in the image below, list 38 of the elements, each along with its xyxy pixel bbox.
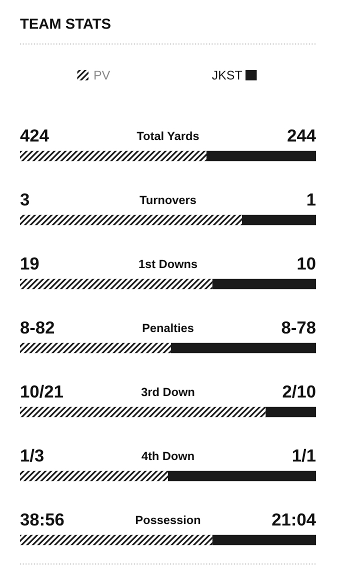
bar [20, 470, 168, 482]
y-tick-label: Turnovers [140, 196, 196, 204]
annotation: 8-82 [20, 321, 54, 334]
bar [20, 278, 212, 290]
bar [20, 534, 212, 546]
annotation: 1/3 [21, 448, 44, 462]
bar [212, 278, 316, 290]
bar [20, 406, 266, 418]
bar [170, 342, 316, 354]
bar [212, 534, 316, 546]
annotation: 19 [21, 257, 39, 270]
annotation: 2/10 [282, 384, 316, 398]
annotation: 244 [288, 129, 316, 142]
annotation: 10/21 [21, 384, 63, 398]
chart-title: TEAM STATS [20, 18, 110, 29]
bar [242, 214, 316, 226]
bar [168, 470, 316, 482]
bar [20, 342, 171, 354]
y-tick-label: 1st Downs [139, 260, 198, 268]
bar [20, 214, 242, 226]
annotation: 3 [20, 193, 30, 206]
annotation: 1/1 [292, 448, 316, 462]
legend-label: PV [94, 70, 110, 80]
bar [20, 150, 206, 162]
annotation: 38:56 [20, 513, 64, 526]
y-tick-label: Penalties [142, 323, 194, 332]
annotation: 1 [307, 194, 316, 206]
annotation: 424 [20, 129, 49, 142]
y-tick-label: Possession [136, 515, 200, 524]
y-tick-label: 3rd Down [141, 387, 194, 396]
text: JKST [212, 70, 242, 80]
annotation: 10 [298, 257, 316, 270]
y-tick-label: 4th Down [142, 451, 194, 460]
annotation: 21:04 [272, 513, 316, 526]
bar [206, 150, 316, 162]
bar [266, 406, 316, 418]
y-tick-label: Total Yards [136, 131, 199, 140]
annotation: 8-78 [282, 321, 316, 334]
